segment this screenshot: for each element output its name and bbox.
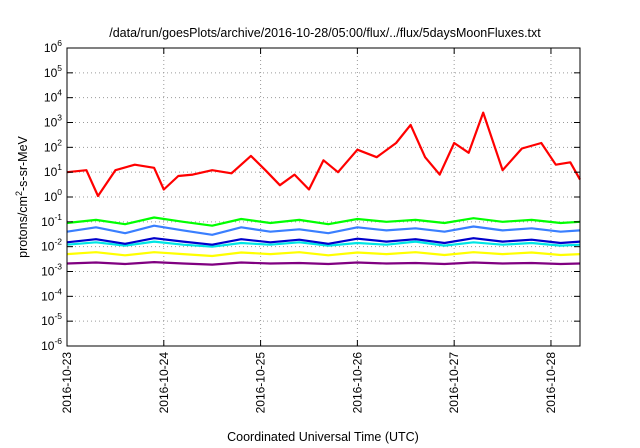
x-axis: 2016-10-23 2016-10-24 2016-10-25 2016-10-26… [60, 48, 558, 413]
series-line-7 [66, 261, 581, 266]
x-tick-label: 2016-10-27 [447, 352, 461, 414]
x-tick-label: 2016-10-26 [350, 352, 364, 414]
y-tick-label: 10-3 [41, 262, 62, 279]
y-tick-label: 10-1 [41, 212, 62, 229]
series-line-5 [66, 237, 581, 246]
x-tick-label: 2016-10-25 [254, 352, 268, 414]
y-tick-label: 102 [44, 137, 62, 154]
series-line-3 [66, 224, 581, 236]
y-tick-label: 10-6 [41, 336, 62, 353]
x-tick-label: 2016-10-23 [60, 352, 74, 414]
y-tick-label: 10-4 [41, 286, 62, 303]
y-tick-label: 100 [44, 187, 62, 204]
y-axis-label: protons/cm2-s-sr-MeV [14, 135, 30, 257]
series-group [66, 111, 581, 266]
series-line-4 [66, 240, 581, 248]
x-tick-label: 2016-10-28 [544, 352, 558, 414]
y-tick-label: 10-2 [41, 237, 62, 254]
y-tick-label: 103 [44, 113, 62, 130]
y-tick-label: 101 [44, 162, 62, 179]
y-axis: 10-6 10-5 10-4 10-3 10-2 10-1 100 101 102 103 104 1… [41, 38, 580, 353]
x-tick-label: 2016-10-24 [157, 352, 171, 414]
series-line-2 [66, 216, 581, 227]
chart-title: /data/run/goesPlots/archive/2016-10-28/0… [109, 26, 541, 40]
y-tick-label: 104 [44, 88, 62, 105]
y-tick-label: 10-5 [41, 311, 62, 328]
series-line-6 [66, 251, 581, 258]
y-tick-label: 106 [44, 38, 62, 55]
x-axis-label: Coordinated Universal Time (UTC) [227, 430, 419, 444]
grid [67, 48, 580, 346]
series-line-1 [66, 111, 581, 198]
y-tick-label: 105 [44, 63, 62, 80]
